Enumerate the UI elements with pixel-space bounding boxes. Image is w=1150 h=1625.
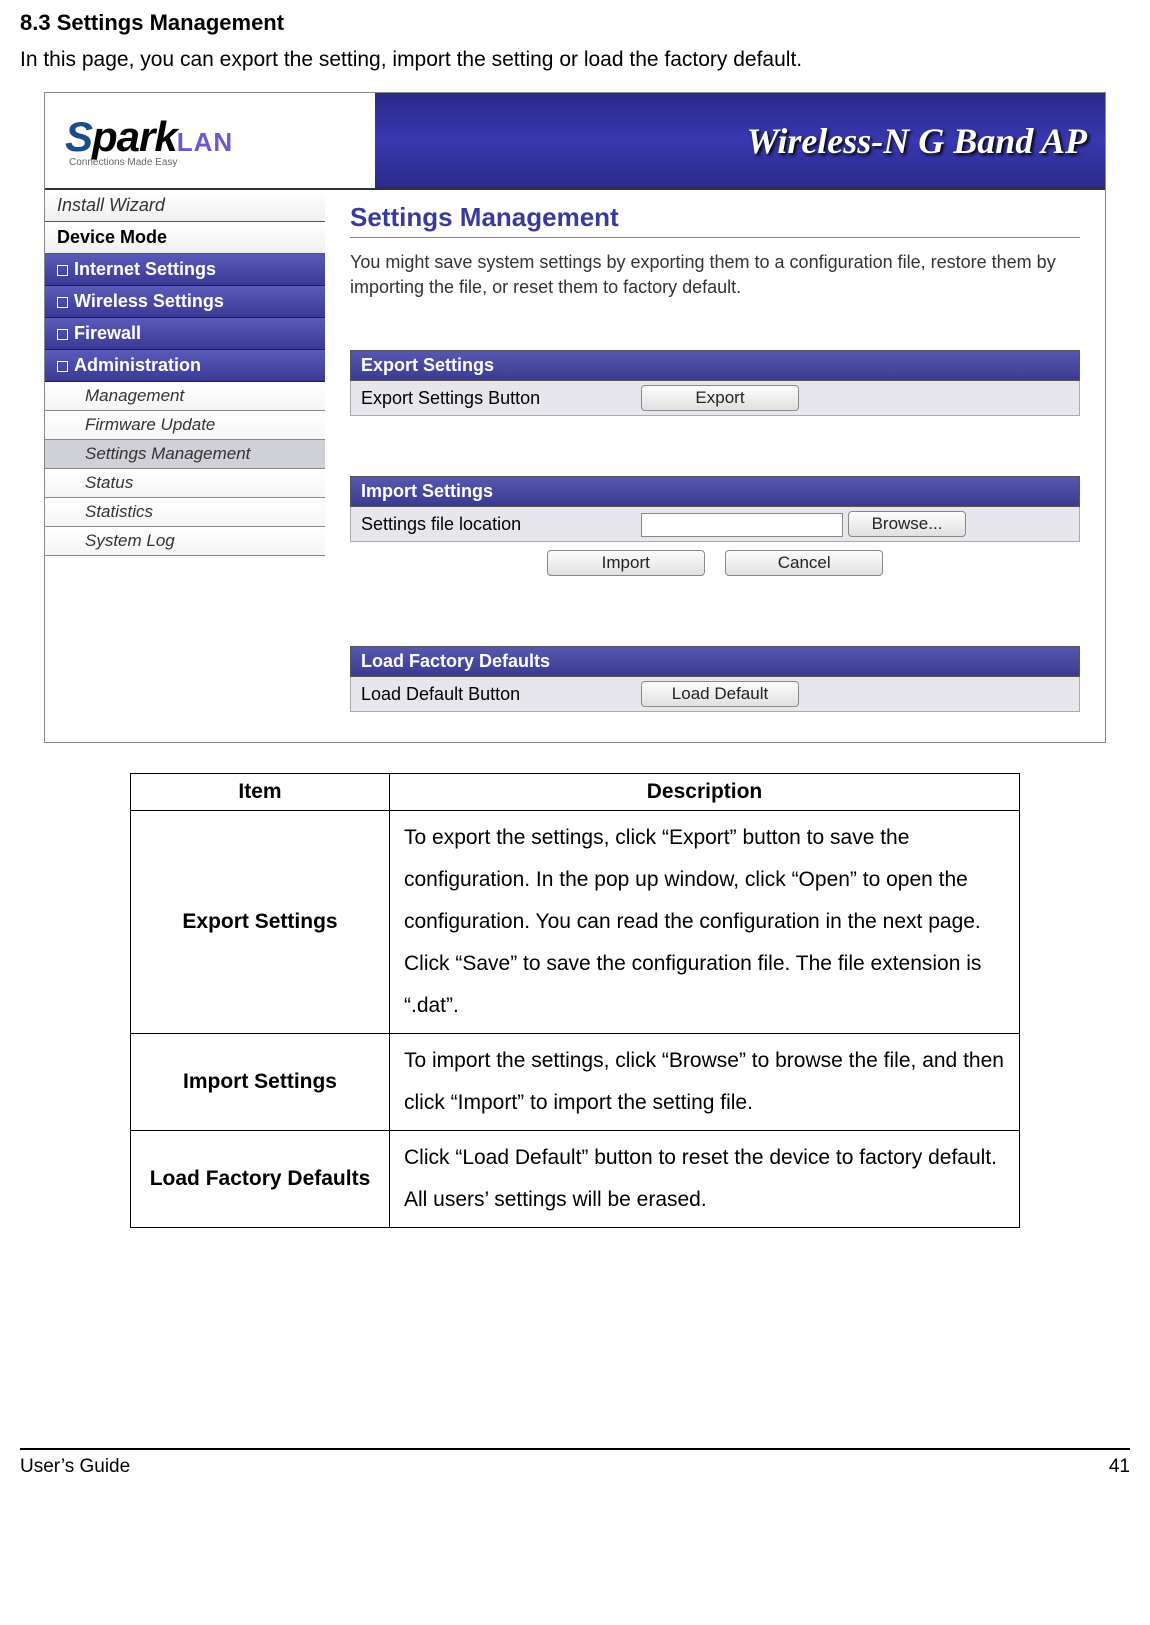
nav-sub-status[interactable]: Status (45, 469, 325, 498)
expand-icon (57, 329, 68, 340)
table-desc-cell: To import the settings, click “Browse” t… (390, 1034, 1020, 1131)
expand-icon (57, 361, 68, 372)
import-button-row: Import Cancel (350, 550, 1080, 576)
banner-right: Wireless-N G Band AP (375, 93, 1105, 188)
table-item-cell: Import Settings (131, 1034, 390, 1131)
logo-area: SparkLAN Connections Made Easy (45, 93, 375, 188)
table-row: Export Settings To export the settings, … (131, 811, 1020, 1034)
nav-administration[interactable]: Administration (45, 350, 325, 382)
nav-wireless-settings-label: Wireless Settings (74, 291, 224, 311)
table-head-item: Item (131, 774, 390, 811)
content-title: Settings Management (350, 202, 1080, 238)
table-row: Import Settings To import the settings, … (131, 1034, 1020, 1131)
nav-sub-system-log[interactable]: System Log (45, 527, 325, 556)
table-item-cell: Load Factory Defaults (131, 1131, 390, 1228)
nav-firewall[interactable]: Firewall (45, 318, 325, 350)
nav-firewall-label: Firewall (74, 323, 141, 343)
table-desc-cell: To export the settings, click “Export” b… (390, 811, 1020, 1034)
nav-sub-management[interactable]: Management (45, 382, 325, 411)
defaults-panel-header: Load Factory Defaults (350, 646, 1080, 677)
load-default-button[interactable]: Load Default (641, 681, 799, 707)
nav-sub-firmware-update[interactable]: Firmware Update (45, 411, 325, 440)
table-head-desc: Description (390, 774, 1020, 811)
export-button[interactable]: Export (641, 385, 799, 411)
logo-park: park (92, 113, 177, 160)
export-panel-header: Export Settings (350, 350, 1080, 381)
import-label: Settings file location (361, 514, 641, 535)
nav-device-mode[interactable]: Device Mode (45, 222, 325, 254)
banner: SparkLAN Connections Made Easy Wireless-… (45, 93, 1105, 190)
nav-sub-statistics[interactable]: Statistics (45, 498, 325, 527)
import-panel-row: Settings file location Browse... (350, 507, 1080, 542)
defaults-label: Load Default Button (361, 684, 641, 705)
intro-text: In this page, you can export the setting… (20, 48, 1130, 72)
export-panel-row: Export Settings Button Export (350, 381, 1080, 416)
import-panel-header: Import Settings (350, 476, 1080, 507)
defaults-panel-row: Load Default Button Load Default (350, 677, 1080, 712)
logo-s: S (65, 113, 92, 160)
nav-sub-settings-management[interactable]: Settings Management (45, 440, 325, 469)
import-button[interactable]: Import (547, 550, 705, 576)
cancel-button[interactable]: Cancel (725, 550, 883, 576)
banner-title: Wireless-N G Band AP (747, 120, 1087, 162)
content-area: Settings Management You might save syste… (325, 190, 1105, 742)
content-description: You might save system settings by export… (350, 250, 1080, 300)
sidebar: Install Wizard Device Mode Internet Sett… (45, 190, 325, 742)
expand-icon (57, 265, 68, 276)
description-table: Item Description Export Settings To expo… (130, 773, 1020, 1228)
table-item-cell: Export Settings (131, 811, 390, 1034)
export-label: Export Settings Button (361, 388, 641, 409)
table-desc-cell: Click “Load Default” button to reset the… (390, 1131, 1020, 1228)
nav-internet-settings-label: Internet Settings (74, 259, 216, 279)
section-title: 8.3 Settings Management (20, 10, 1130, 36)
browse-button[interactable]: Browse... (848, 511, 966, 537)
table-row: Load Factory Defaults Click “Load Defaul… (131, 1131, 1020, 1228)
nav-wireless-settings[interactable]: Wireless Settings (45, 286, 325, 318)
nav-install-wizard[interactable]: Install Wizard (45, 190, 325, 222)
logo-lan: LAN (177, 127, 233, 157)
expand-icon (57, 297, 68, 308)
nav-administration-label: Administration (74, 355, 201, 375)
page-footer: User’s Guide 41 (20, 1448, 1130, 1484)
footer-right: 41 (1109, 1456, 1130, 1478)
file-path-input[interactable] (641, 513, 843, 537)
screenshot: SparkLAN Connections Made Easy Wireless-… (44, 92, 1106, 743)
footer-left: User’s Guide (20, 1456, 130, 1478)
nav-internet-settings[interactable]: Internet Settings (45, 254, 325, 286)
